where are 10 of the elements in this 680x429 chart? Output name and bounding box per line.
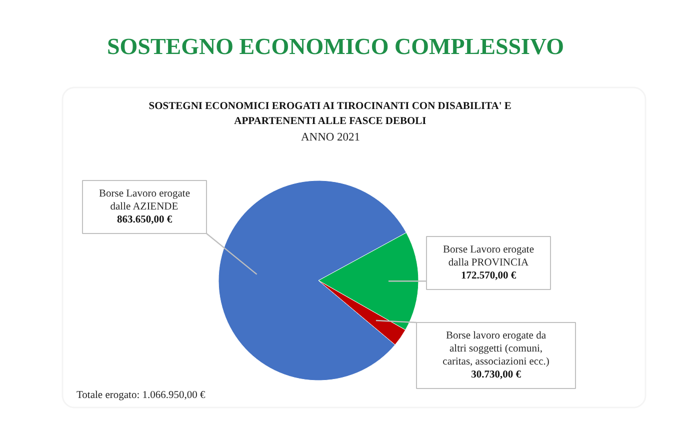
chart-title: SOSTEGNO ECONOMICO COMPLESSIVO xyxy=(106,34,564,59)
slice-label: Borse Lavoro erogate dalla PROVINCIA xyxy=(443,244,534,268)
data-label: 30.730,00 € xyxy=(471,370,522,380)
slice-label: Borse lavoro erogate da altri soggetti (comuni, caritas, associazioni ecc.) xyxy=(442,330,550,368)
text: ANNO 2021 xyxy=(300,132,360,144)
data-label: 863.650,00 € xyxy=(116,214,173,226)
text: Totale erogato: 1.066.950,00 € xyxy=(76,390,206,401)
chart-subtitle: SOSTEGNI ECONOMICI EROGATI AI TIROCINANTI CON DISABILITA' E APPARTENENTI ALLE FASCE DEBOLI xyxy=(148,101,512,127)
slice-label: Borse Lavoro erogate dalle AZIENDE xyxy=(99,188,190,212)
data-label: 172.570,00 € xyxy=(460,270,517,282)
